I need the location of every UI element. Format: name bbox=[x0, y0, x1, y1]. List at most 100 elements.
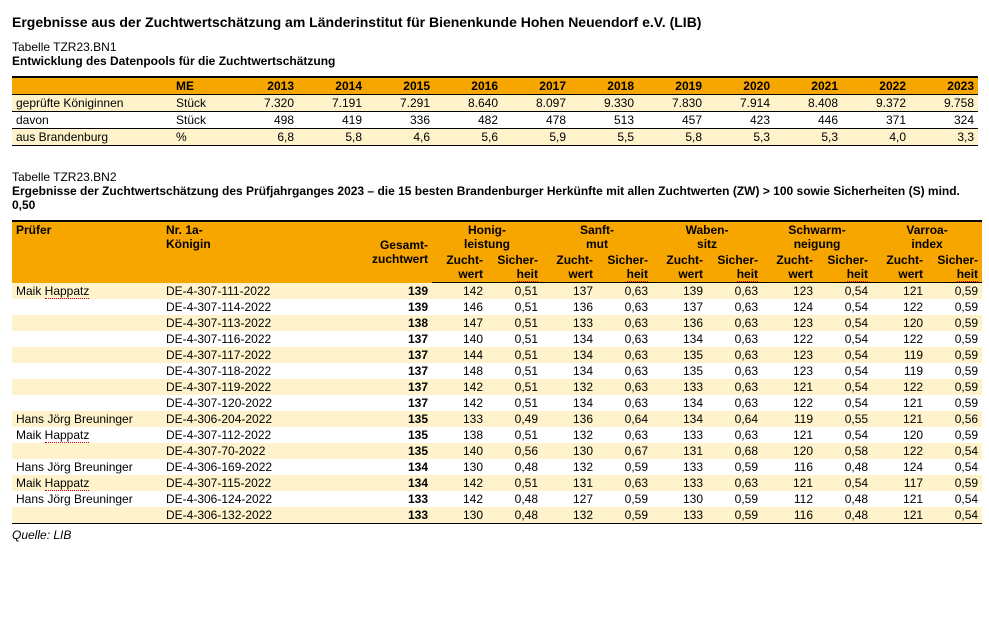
table-row: Hans Jörg BreuningerDE-4-306-169-2022134… bbox=[12, 459, 982, 475]
t2-head-sub: Zucht-wert bbox=[652, 252, 707, 283]
t1-cell: 9.758 bbox=[910, 95, 978, 112]
t1-head-cell: ME bbox=[172, 77, 230, 95]
table-row: DE-4-307-116-20221371400,511340,631340,6… bbox=[12, 331, 982, 347]
gesamt-cell: 137 bbox=[352, 395, 432, 411]
pruefer-cell bbox=[12, 347, 162, 363]
t1-cell: % bbox=[172, 129, 230, 146]
t1-cell: davon bbox=[12, 112, 172, 129]
t2-head-sub: Zucht-wert bbox=[432, 252, 487, 283]
gesamt-cell: 135 bbox=[352, 411, 432, 427]
value-cell: 0,51 bbox=[487, 427, 542, 443]
t1-head-cell: 2013 bbox=[230, 77, 298, 95]
value-cell: 142 bbox=[432, 395, 487, 411]
pruefer-cell: Hans Jörg Breuninger bbox=[12, 491, 162, 507]
value-cell: 133 bbox=[652, 459, 707, 475]
t2-head-sub: Zucht-wert bbox=[762, 252, 817, 283]
t2-head-sub: Sicher-heit bbox=[487, 252, 542, 283]
value-cell: 0,63 bbox=[597, 427, 652, 443]
value-cell: 142 bbox=[432, 379, 487, 395]
t1-cell: 8.408 bbox=[774, 95, 842, 112]
table-row: DE-4-307-118-20221371480,511340,631350,6… bbox=[12, 363, 982, 379]
nr-cell: DE-4-307-118-2022 bbox=[162, 363, 352, 379]
table-row: DE-4-306-132-20221331300,481320,591330,5… bbox=[12, 507, 982, 524]
value-cell: 130 bbox=[542, 443, 597, 459]
value-cell: 121 bbox=[872, 395, 927, 411]
t1-cell: 371 bbox=[842, 112, 910, 129]
value-cell: 0,63 bbox=[597, 299, 652, 315]
value-cell: 146 bbox=[432, 299, 487, 315]
t2-caption: Ergebnisse der Zuchtwertschätzung des Pr… bbox=[12, 184, 977, 212]
value-cell: 0,59 bbox=[707, 459, 762, 475]
t1-cell: geprüfte Königinnen bbox=[12, 95, 172, 112]
table-row: Maik HappatzDE-4-307-115-20221341420,511… bbox=[12, 475, 982, 491]
t1-cell: 5,8 bbox=[638, 129, 706, 146]
value-cell: 123 bbox=[762, 283, 817, 300]
value-cell: 0,54 bbox=[817, 475, 872, 491]
t2-head-cell: Gesamt-zuchtwert bbox=[352, 221, 432, 283]
value-cell: 117 bbox=[872, 475, 927, 491]
value-cell: 134 bbox=[652, 331, 707, 347]
t1-cell: 4,6 bbox=[366, 129, 434, 146]
nr-cell: DE-4-306-169-2022 bbox=[162, 459, 352, 475]
value-cell: 142 bbox=[432, 491, 487, 507]
value-cell: 132 bbox=[542, 459, 597, 475]
page-title: Ergebnisse aus der Zuchtwertschätzung am… bbox=[12, 14, 977, 30]
value-cell: 136 bbox=[542, 299, 597, 315]
value-cell: 0,59 bbox=[707, 507, 762, 524]
t1-cell: 498 bbox=[230, 112, 298, 129]
t2-head-sub: Sicher-heit bbox=[927, 252, 982, 283]
value-cell: 0,51 bbox=[487, 363, 542, 379]
value-cell: 0,59 bbox=[597, 491, 652, 507]
value-cell: 0,64 bbox=[597, 411, 652, 427]
value-cell: 121 bbox=[872, 507, 927, 524]
t1-cell: 7.914 bbox=[706, 95, 774, 112]
value-cell: 134 bbox=[652, 411, 707, 427]
value-cell: 133 bbox=[652, 427, 707, 443]
t1-cell: 7.291 bbox=[366, 95, 434, 112]
value-cell: 137 bbox=[542, 283, 597, 300]
gesamt-cell: 135 bbox=[352, 427, 432, 443]
value-cell: 0,48 bbox=[487, 491, 542, 507]
value-cell: 119 bbox=[872, 347, 927, 363]
nr-cell: DE-4-306-132-2022 bbox=[162, 507, 352, 524]
t1-cell: 5,6 bbox=[434, 129, 502, 146]
value-cell: 127 bbox=[542, 491, 597, 507]
t1-cell: aus Brandenburg bbox=[12, 129, 172, 146]
value-cell: 138 bbox=[432, 427, 487, 443]
value-cell: 0,63 bbox=[707, 379, 762, 395]
value-cell: 0,59 bbox=[927, 363, 982, 379]
pruefer-cell bbox=[12, 363, 162, 379]
nr-cell: DE-4-307-113-2022 bbox=[162, 315, 352, 331]
t1-cell: Stück bbox=[172, 95, 230, 112]
table-row: Hans Jörg BreuningerDE-4-306-124-2022133… bbox=[12, 491, 982, 507]
t1-head-cell: 2019 bbox=[638, 77, 706, 95]
source-label: Quelle: LIB bbox=[12, 528, 977, 542]
value-cell: 121 bbox=[872, 411, 927, 427]
nr-cell: DE-4-307-115-2022 bbox=[162, 475, 352, 491]
value-cell: 133 bbox=[432, 411, 487, 427]
value-cell: 0,48 bbox=[817, 491, 872, 507]
t2-head-cell: Sanft-mut bbox=[542, 221, 652, 252]
t1-cell: 5,3 bbox=[774, 129, 842, 146]
gesamt-cell: 133 bbox=[352, 491, 432, 507]
t1-head-cell: 2015 bbox=[366, 77, 434, 95]
value-cell: 142 bbox=[432, 283, 487, 300]
nr-cell: DE-4-307-70-2022 bbox=[162, 443, 352, 459]
t1-head-cell: 2022 bbox=[842, 77, 910, 95]
t1-cell: 5,9 bbox=[502, 129, 570, 146]
t1-head-cell: 2018 bbox=[570, 77, 638, 95]
table-row: davonStück498419336482478513457423446371… bbox=[12, 112, 978, 129]
value-cell: 0,68 bbox=[707, 443, 762, 459]
value-cell: 0,59 bbox=[927, 331, 982, 347]
t2-head-cell: Nr. 1a-Königin bbox=[162, 221, 352, 283]
value-cell: 0,63 bbox=[707, 475, 762, 491]
t1-head-cell bbox=[12, 77, 172, 95]
table-row: DE-4-307-117-20221371440,511340,631350,6… bbox=[12, 347, 982, 363]
value-cell: 134 bbox=[542, 347, 597, 363]
nr-cell: DE-4-307-120-2022 bbox=[162, 395, 352, 411]
t1-cell: 6,8 bbox=[230, 129, 298, 146]
pruefer-cell: Hans Jörg Breuninger bbox=[12, 411, 162, 427]
value-cell: 0,54 bbox=[927, 491, 982, 507]
value-cell: 0,63 bbox=[597, 475, 652, 491]
value-cell: 0,59 bbox=[707, 491, 762, 507]
